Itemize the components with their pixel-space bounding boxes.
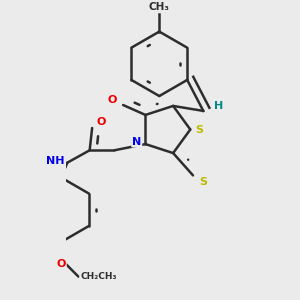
Text: O: O <box>107 95 117 105</box>
Text: S: S <box>195 124 203 134</box>
Text: O: O <box>96 117 106 127</box>
Text: NH: NH <box>46 156 64 167</box>
Text: S: S <box>199 177 207 187</box>
Text: O: O <box>56 259 66 269</box>
Text: N: N <box>132 136 141 147</box>
Text: CH₂CH₃: CH₂CH₃ <box>80 272 117 281</box>
Text: CH₃: CH₃ <box>149 2 170 12</box>
Text: H: H <box>214 101 223 111</box>
